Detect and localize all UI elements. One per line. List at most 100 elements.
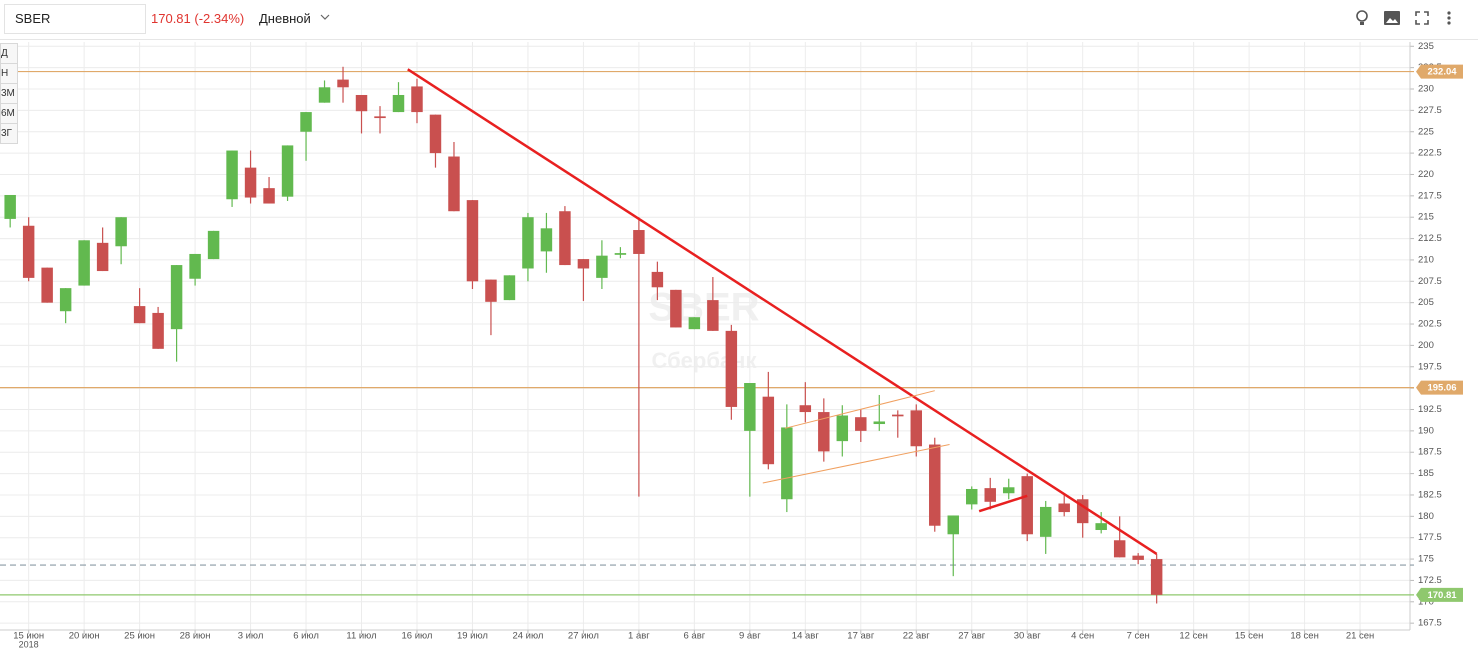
candle-body <box>725 330 738 407</box>
candle <box>1076 494 1089 538</box>
candle-body <box>781 427 793 500</box>
candle <box>59 288 72 324</box>
candle-body <box>799 405 812 413</box>
x-tick-label: 4 сен <box>1071 631 1094 642</box>
candle-body <box>762 396 775 465</box>
candle-body <box>1058 503 1070 513</box>
candle <box>78 240 90 286</box>
candle-body <box>59 288 72 312</box>
candle-body <box>670 289 682 328</box>
x-tick-label: 11 июл <box>346 631 376 642</box>
candle <box>96 227 109 272</box>
range-button[interactable]: 3Г <box>0 124 18 144</box>
range-button[interactable]: 6М <box>0 104 18 124</box>
candle <box>429 114 442 168</box>
candle <box>1150 553 1163 604</box>
x-tick-label: 25 июн <box>124 631 155 642</box>
price-tag-label: 170.81 <box>1427 590 1457 601</box>
watermark: Сбербанк <box>652 348 758 373</box>
candle <box>374 106 386 134</box>
candle-body <box>41 267 53 303</box>
candle <box>614 247 627 259</box>
candle-body <box>947 515 959 535</box>
trend-line <box>784 390 935 429</box>
plot-background <box>0 42 1410 630</box>
candle <box>577 259 590 301</box>
candle-body <box>485 279 497 302</box>
candle <box>4 194 16 228</box>
price-change: 170.81 (-2.34%) <box>151 11 245 26</box>
candle <box>318 80 331 103</box>
x-tick-label: 7 сен <box>1127 631 1150 642</box>
candle-body <box>651 271 664 288</box>
x-tick-label: 24 июл <box>512 631 543 642</box>
candle-body <box>22 225 35 278</box>
candle-body <box>1021 476 1033 535</box>
candle <box>873 394 886 431</box>
x-tick-label: 3 июл <box>238 631 264 642</box>
candle-body <box>984 488 996 502</box>
y-tick-label: 192.5 <box>1418 404 1442 415</box>
candle <box>818 398 830 462</box>
candle <box>448 141 460 212</box>
y-tick-label: 167.5 <box>1418 618 1442 629</box>
candle <box>966 486 978 510</box>
candle <box>152 306 164 349</box>
trend-line <box>978 494 1028 513</box>
candle-body <box>78 240 90 286</box>
candle-body <box>596 255 608 278</box>
candle <box>725 324 738 420</box>
range-buttons: Д Н 3М 6М 3Г <box>0 43 18 144</box>
range-button[interactable]: Н <box>0 64 18 84</box>
menu-icon[interactable] <box>1447 11 1451 25</box>
y-tick-label: 217.5 <box>1418 190 1442 201</box>
candle <box>1058 493 1070 517</box>
ticker-input[interactable]: SBER <box>4 4 146 34</box>
candle-body <box>707 300 719 331</box>
image-icon[interactable] <box>1384 11 1400 25</box>
price-tag <box>1416 64 1463 79</box>
candle-body <box>448 156 460 212</box>
candle-body <box>429 114 442 154</box>
y-tick-label: 197.5 <box>1418 361 1442 372</box>
candle <box>485 279 497 336</box>
candle <box>189 253 201 286</box>
fullscreen-icon[interactable] <box>1415 11 1429 25</box>
candle <box>540 212 553 273</box>
idea-icon[interactable] <box>1356 10 1368 25</box>
candle <box>744 383 756 497</box>
candle-body <box>873 421 886 425</box>
candle-body <box>152 312 164 349</box>
period-select[interactable]: Дневной <box>259 11 311 26</box>
candle <box>688 317 701 330</box>
candle-body <box>1132 555 1144 560</box>
candle <box>799 382 812 423</box>
candle-body <box>1039 506 1052 537</box>
y-tick-label: 227.5 <box>1418 105 1442 116</box>
candle <box>170 265 183 362</box>
candle <box>1021 473 1033 542</box>
candle-body <box>633 230 645 254</box>
x-tick-label: 27 июл <box>568 631 599 642</box>
candle <box>855 409 867 442</box>
candle <box>1039 500 1052 554</box>
y-tick-label: 225 <box>1418 126 1434 137</box>
chevron[interactable] <box>320 12 330 22</box>
candle-body <box>96 242 109 272</box>
trend-line <box>762 444 950 484</box>
candle <box>300 112 312 161</box>
candle <box>281 145 294 201</box>
range-button[interactable]: Д <box>0 43 18 64</box>
candle <box>115 217 127 265</box>
candle <box>244 150 257 204</box>
candle-body <box>337 79 349 88</box>
y-tick-label: 205 <box>1418 297 1434 308</box>
candle <box>947 515 959 577</box>
x-tick-label: 22 авг <box>903 631 931 642</box>
range-button[interactable]: 3М <box>0 84 18 104</box>
candle-body <box>411 86 423 113</box>
watermark: SBER <box>648 286 759 330</box>
candle <box>596 240 608 289</box>
